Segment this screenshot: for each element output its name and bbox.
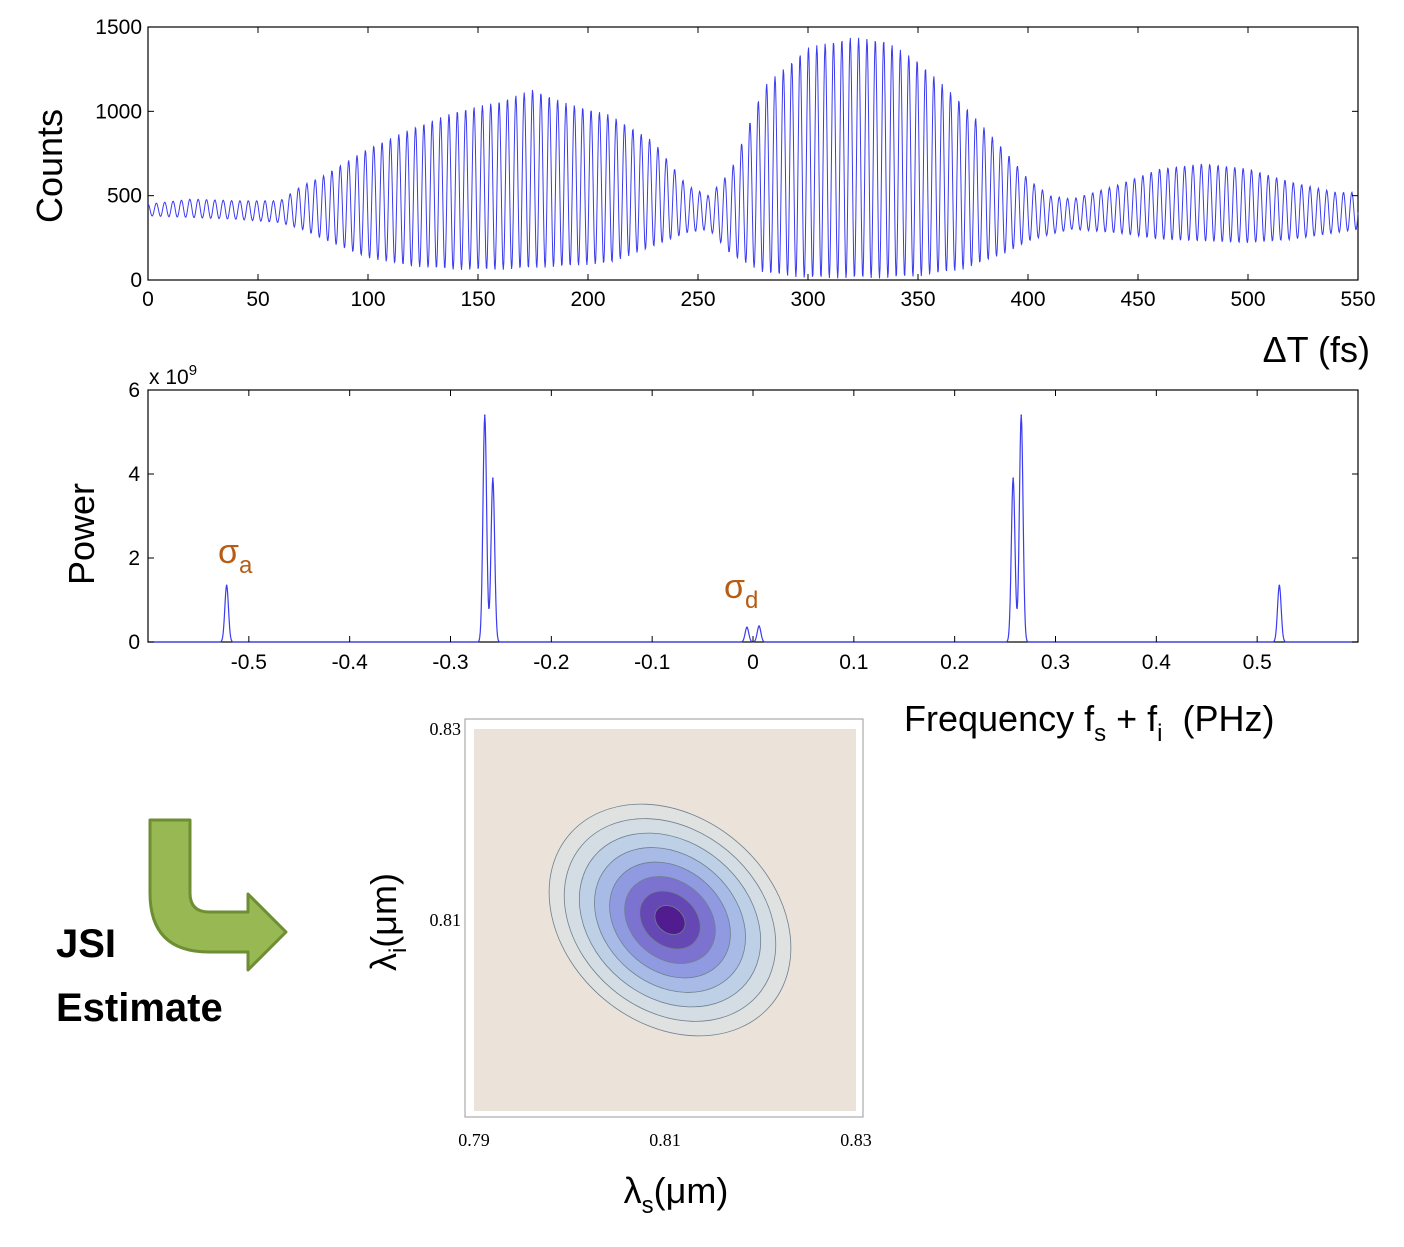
counts-y-tick-label: 500 [107,185,142,208]
counts-x-tick-label: 500 [1230,288,1265,311]
power-x-ticks: -0.5 -0.4 -0.3 -0.2 -0.1 0 0.1 0.2 0.3 0.4 0.5 [231,390,1272,674]
power-peak-point [483,414,486,417]
power-peak-point [746,626,748,629]
jsi-y-axis-title: λi(μm) [363,873,412,971]
counts-x-tick-label: 100 [350,288,385,311]
power-y-tick-label: 6 [128,379,140,402]
power-x-tick-label: 0.1 [839,651,868,674]
power-y-tick-label: 2 [128,547,140,570]
power-x-tick-label: 0.4 [1142,651,1172,674]
jsi-x-tick-label: 0.81 [649,1130,681,1150]
power-x-tick-label: -0.3 [432,651,468,674]
power-x-tick-label: -0.1 [634,651,670,674]
counts-series-line [147,37,1359,279]
power-peak-point [1012,477,1014,480]
power-y-tick-label: 4 [128,463,140,486]
power-y-multiplier: x 109 [149,362,197,389]
counts-x-tick-label: 150 [460,288,495,311]
counts-y-ticks: 0 500 1000 1500 [95,16,1358,292]
power-x-tick-label: -0.2 [533,651,569,674]
power-peak-point [492,477,494,480]
jsi-x-tick-label: 0.83 [840,1130,872,1150]
jsi-y-tick-label: 0.83 [430,719,462,739]
power-peak-point [1020,414,1023,417]
power-x-tick-label: -0.5 [231,651,267,674]
power-x-axis-title: Frequency fs + fi (PHz) [904,698,1274,747]
power-chart: -0.5 -0.4 -0.3 -0.2 -0.1 0 0.1 0.2 0.3 0.4 0.5 0 2 4… [61,362,1359,747]
power-peak-point [1278,584,1281,587]
power-y-axis-title: Power [61,483,102,585]
power-x-tick-label: 0.5 [1243,651,1272,674]
jsi-label-line2: Estimate [56,986,223,1030]
counts-x-tick-label: 450 [1120,288,1155,311]
sigma-d-annotation: σd [724,568,758,614]
counts-x-tick-label: 50 [246,288,269,311]
power-x-tick-label: 0 [747,651,759,674]
power-x-tick-label: 0.3 [1041,651,1070,674]
power-x-tick-label: 0.2 [940,651,969,674]
counts-chart: 0 50 100 150 200 250 300 350 400 450 500 550 0 500 10… [29,16,1376,370]
counts-x-axis-title: ΔT (fs) [1263,329,1370,370]
jsi-contour-chart: 0.79 0.81 0.83 0.83 0.81 λs(μm) λi(μm) [363,718,872,1219]
counts-y-tick-label: 1000 [95,100,142,123]
counts-x-tick-label: 350 [900,288,935,311]
power-plot-frame [147,389,1359,643]
power-peak-point [758,625,760,627]
counts-x-tick-label: 400 [1010,288,1045,311]
jsi-label-line1: JSI [56,922,117,966]
jsi-contour-level [654,905,686,935]
counts-x-tick-label: 200 [570,288,605,311]
counts-x-ticks: 0 50 100 150 200 250 300 350 400 450 500 550 [142,27,1376,311]
power-y-tick-label: 0 [128,631,140,654]
power-x-tick-label: -0.4 [332,651,369,674]
jsi-contours [548,803,792,1037]
counts-trace [147,37,1359,279]
counts-x-tick-label: 250 [680,288,715,311]
power-peak-point [225,584,228,587]
counts-y-tick-label: 1500 [95,16,142,39]
jsi-estimate-label: JSI Estimate [56,912,223,1040]
counts-x-tick-label: 550 [1340,288,1375,311]
counts-x-tick-label: 0 [142,288,154,311]
sigma-a-annotation: σa [218,533,253,579]
jsi-x-axis-title: λs(μm) [624,1170,729,1219]
counts-y-tick-label: 0 [130,269,142,292]
jsi-x-tick-label: 0.79 [458,1130,490,1150]
counts-y-axis-title: Counts [29,109,70,223]
counts-x-tick-label: 300 [790,288,825,311]
curved-arrow-icon [148,818,288,972]
power-y-ticks: 0 2 4 6 [128,379,1358,654]
jsi-y-tick-label: 0.81 [430,910,462,930]
jsi-ticks: 0.79 0.81 0.83 0.83 0.81 [430,719,872,1150]
